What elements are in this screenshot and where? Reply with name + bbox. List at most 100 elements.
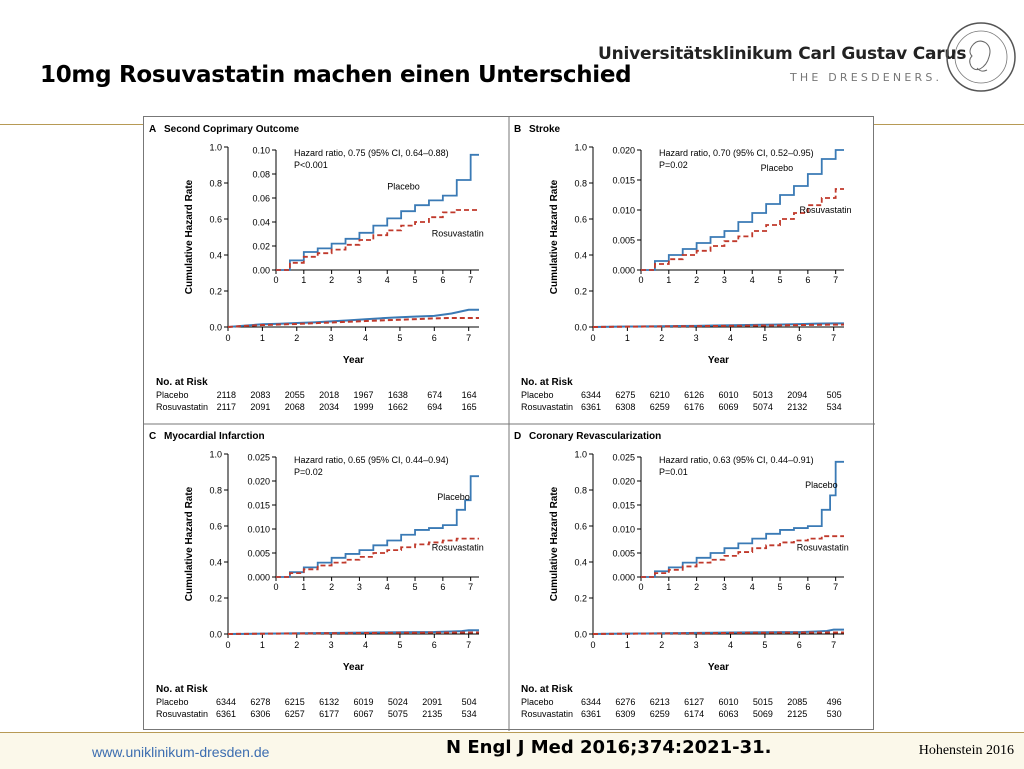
panel-A-risk-value: 2055	[285, 390, 305, 400]
panel-B-inset-xtick-label: 7	[833, 275, 838, 285]
panel-A-inset-xtick-label: 4	[385, 275, 390, 285]
panel-D-risk-value: 2085	[787, 697, 807, 707]
panel-D-xtick-label: 3	[694, 640, 699, 650]
panel-D-inset-ytick-label: 0.010	[612, 525, 635, 535]
panel-B-xtick-label: 0	[590, 333, 595, 343]
figure-svg: A Second Coprimary Outcome Cumulative Haza…	[144, 117, 875, 731]
panel-A-xtick-label: 3	[329, 333, 334, 343]
panel-B-inset-ytick-label: 0.015	[612, 176, 635, 186]
panel-B-xtick-label: 1	[625, 333, 630, 343]
panel-B-ytick-label: 0.2	[574, 287, 587, 297]
panel-A-outer-placebo-line	[227, 308, 479, 328]
panel-B-risk-value: 505	[827, 390, 842, 400]
panel-B-risk-heading: No. at Risk	[521, 377, 573, 388]
panel-A-placebo-label: Placebo	[387, 182, 420, 192]
panel-B-xtick-label: 4	[728, 333, 733, 343]
panel-C-ytick-label: 0.0	[209, 630, 222, 640]
panel-A-risk-value: 2091	[250, 402, 270, 412]
panel-D-risk-value: 6174	[684, 709, 704, 719]
header-rule-right	[874, 124, 1024, 125]
panel-D-xtick-label: 4	[728, 640, 733, 650]
panel-C-inset-xtick-label: 7	[468, 582, 473, 592]
panel-B-rosuvastatin-label: Rosuvastatin	[800, 205, 852, 215]
panel-A-risk-value: 2083	[250, 390, 270, 400]
panel-D-risk-value: 6127	[684, 697, 704, 707]
university-seal-icon	[946, 22, 1016, 92]
panel-A-inset-ytick-label: 0.10	[252, 146, 270, 156]
panel-B-ytick-label: 0.8	[574, 179, 587, 189]
panel-B-xtick-label: 2	[659, 333, 664, 343]
panel-B-risk-value: 6275	[615, 390, 635, 400]
panel-D-risk-value: 6259	[650, 709, 670, 719]
panel-D-risk-value: 6063	[719, 709, 739, 719]
panel-D-risk-value: 5069	[753, 709, 773, 719]
panel-D-p-value: P=0.01	[659, 467, 688, 477]
panel-C-risk-value: 6019	[354, 697, 374, 707]
panel-C-risk-heading: No. at Risk	[156, 684, 208, 695]
panel-C-inset-xtick-label: 4	[385, 582, 390, 592]
panel-C-letter: C	[149, 431, 156, 442]
panel-C-xtick-label: 1	[260, 640, 265, 650]
header-rule-left	[0, 124, 144, 125]
panel-D-inset-xtick-label: 4	[750, 582, 755, 592]
panel-A-inset-ytick-label: 0.02	[252, 242, 270, 252]
panel-B-inset-xtick-label: 2	[694, 275, 699, 285]
panel-D-inset-xtick-label: 2	[694, 582, 699, 592]
panel-B-title: Stroke	[529, 124, 561, 135]
panel-A-inset-placebo-line	[276, 153, 479, 271]
panel-A-rosuvastatin-label: Rosuvastatin	[432, 228, 484, 238]
panel-C-xtick-label: 0	[225, 640, 230, 650]
panel-D-xtick-label: 6	[797, 640, 802, 650]
panel-C-risk-value: 6306	[250, 709, 270, 719]
panel-A-inset-rosuvastatin-line	[276, 209, 479, 271]
panel-D-rosuvastatin-label: Rosuvastatin	[797, 543, 849, 553]
panel-B-risk-value: 2094	[787, 390, 807, 400]
panel-D-ytick-label: 0.4	[574, 558, 587, 568]
panel-C-risk-value: 2135	[422, 709, 442, 719]
panel-B-inset-xtick-label: 6	[805, 275, 810, 285]
panel-A-p-value: P<0.001	[294, 160, 328, 170]
panel-C-ytick-label: 0.4	[209, 558, 222, 568]
panel-A-inset-ytick-label: 0.08	[252, 170, 270, 180]
panel-C-xtick-label: 5	[397, 640, 402, 650]
slide-title: 10mg Rosuvastatin machen einen Unterschi…	[40, 62, 632, 88]
panel-C-risk-value: 5024	[388, 697, 408, 707]
panel-D-risk-row-label: Placebo	[521, 697, 554, 707]
panel-C-inset-xtick-label: 5	[413, 582, 418, 592]
panel-A-risk-value: 164	[462, 390, 477, 400]
panel-D-risk-value: 6276	[615, 697, 635, 707]
panel-D-placebo-label: Placebo	[805, 480, 838, 490]
institution-name: Universitätsklinikum Carl Gustav Carus	[598, 44, 967, 64]
panel-B-letter: B	[514, 124, 521, 135]
panel-B-outer-rosuvastatin-line	[592, 323, 844, 328]
panel-C-risk-value: 504	[462, 697, 477, 707]
panel-B-risk-value: 6176	[684, 402, 704, 412]
panel-D-letter: D	[514, 431, 521, 442]
panel-D-risk-value: 6213	[650, 697, 670, 707]
panel-D-risk-value: 2125	[787, 709, 807, 719]
panel-D-xtick-label: 0	[590, 640, 595, 650]
panel-A-risk-value: 1662	[388, 402, 408, 412]
panel-C-xtick-label: 2	[294, 640, 299, 650]
panel-A-risk-value: 2018	[319, 390, 339, 400]
panel-C-risk-value: 6215	[285, 697, 305, 707]
panel-B-placebo-label: Placebo	[761, 163, 794, 173]
panel-C-risk-value: 6344	[216, 697, 236, 707]
panel-A-xlabel: Year	[343, 355, 364, 366]
panel-A-risk-value: 694	[427, 402, 442, 412]
panel-A-xtick-label: 2	[294, 333, 299, 343]
institution-tagline: THE DRESDENERS.	[790, 71, 943, 84]
footer-url-link[interactable]: www.uniklinikum-dresden.de	[92, 744, 270, 760]
panel-C-risk-value: 6278	[250, 697, 270, 707]
panel-D-ytick-label: 0.0	[574, 630, 587, 640]
panel-B-risk-row-label: Placebo	[521, 390, 554, 400]
panel-D-ytick-label: 0.2	[574, 594, 587, 604]
panel-C-risk-value: 5075	[388, 709, 408, 719]
panel-D-risk-value: 6361	[581, 709, 601, 719]
panel-D-inset-placebo-line	[641, 460, 844, 578]
panel-B-inset-ytick-label: 0.020	[612, 146, 635, 156]
panel-C-rosuvastatin-label: Rosuvastatin	[432, 543, 484, 553]
panel-A-risk-value: 165	[462, 402, 477, 412]
panel-D-risk-value: 6344	[581, 697, 601, 707]
panel-B-risk-value: 534	[827, 402, 842, 412]
